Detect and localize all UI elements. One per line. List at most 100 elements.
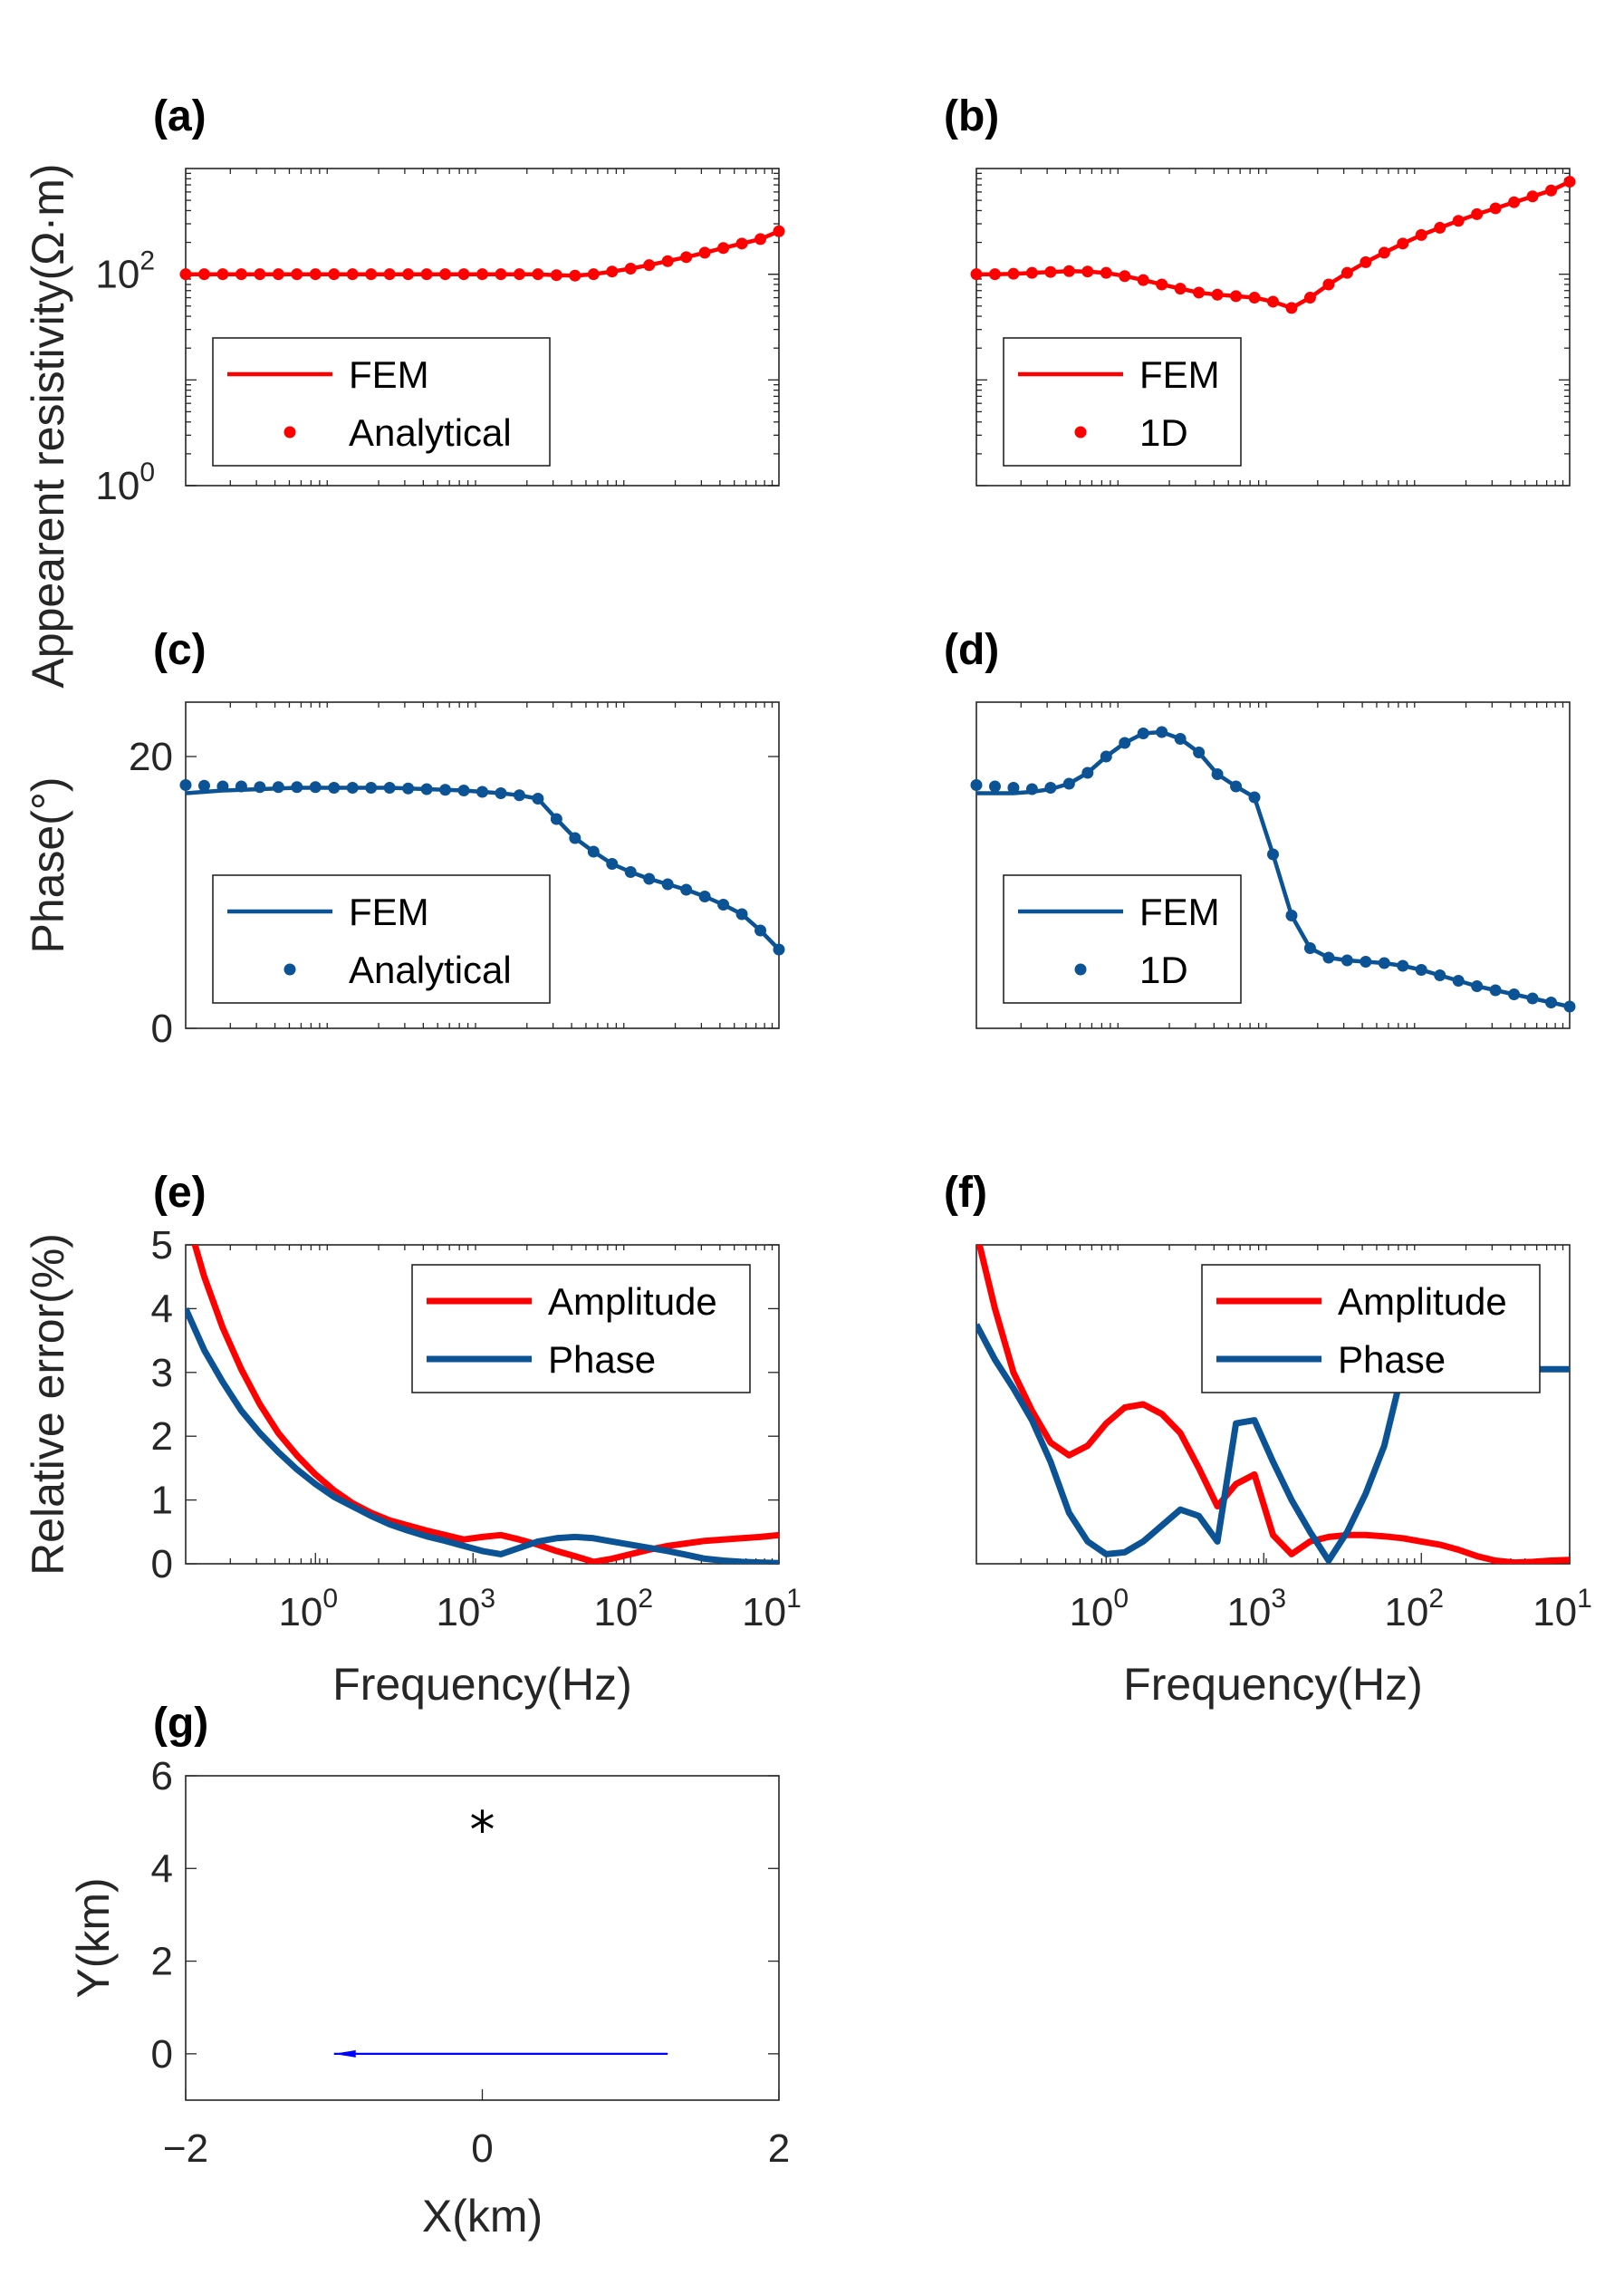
data-point (569, 269, 581, 282)
y-tick-label: 102 (95, 246, 155, 297)
data-point (1230, 780, 1243, 793)
data-point (1025, 783, 1038, 795)
x-minor-ticks (1020, 702, 1564, 1028)
data-point (1100, 750, 1112, 763)
data-point (1211, 768, 1224, 780)
data-point (1100, 266, 1112, 279)
legend-box (212, 337, 551, 467)
data-point (754, 233, 767, 246)
x-tick-label: 100 (278, 1584, 338, 1634)
data-point (532, 793, 544, 805)
x-tick-label: 100 (1069, 1584, 1129, 1634)
data-point (1434, 221, 1446, 234)
data-point (1341, 266, 1353, 279)
series-analytical (179, 779, 785, 956)
data-point (1230, 290, 1243, 303)
x-minor-ticks (229, 1245, 774, 1564)
series-1d (970, 726, 1576, 1013)
data-point (383, 782, 396, 794)
y-axis-label: Relative error(%) (23, 1233, 73, 1576)
axes-frame (185, 168, 780, 487)
data-point (1267, 295, 1279, 308)
data-point (1526, 190, 1539, 203)
legend-entry: Amplitude (548, 1280, 717, 1323)
panel-label: (d) (944, 626, 999, 674)
panel-b: (b) FEM 1D (944, 92, 1576, 487)
data-point (309, 268, 322, 281)
series-analytical (179, 225, 785, 282)
data-point (717, 242, 730, 255)
data-point (235, 268, 247, 281)
data-point (988, 268, 1001, 281)
data-point (1489, 202, 1502, 215)
axes-frame (185, 1244, 780, 1565)
data-point (402, 268, 415, 281)
panel-a: 100 102 (a) Appearent resistivity(Ω·m) FEM An… (23, 92, 785, 689)
data-point (1378, 957, 1390, 969)
panel-label: (e) (153, 1169, 207, 1217)
data-point (291, 781, 303, 794)
legend-entry: Analytical (349, 949, 512, 991)
data-point (216, 268, 229, 281)
data-point (420, 783, 433, 795)
data-point (1545, 184, 1558, 197)
data-point (457, 785, 470, 796)
legend-box (1003, 337, 1242, 467)
data-point (1452, 975, 1465, 987)
data-point (606, 265, 619, 278)
axes-frame (975, 701, 1571, 1029)
y-tick-label: 4 (151, 1846, 173, 1891)
data-point (439, 784, 452, 796)
data-point (1193, 286, 1206, 299)
data-point (291, 268, 303, 281)
data-point (1267, 848, 1279, 861)
data-point (735, 908, 748, 921)
data-point (402, 782, 415, 795)
data-point (216, 780, 229, 793)
data-point (272, 268, 284, 281)
data-point (1081, 265, 1094, 278)
data-point (1397, 959, 1409, 972)
legend-marker (1074, 426, 1087, 439)
data-point (365, 782, 378, 794)
y-tick-label: 6 (151, 1754, 173, 1798)
series-line (186, 1306, 779, 1564)
data-point (661, 255, 674, 267)
legend-entry: Phase (1338, 1338, 1446, 1381)
data-point (328, 268, 341, 281)
data-point (1211, 288, 1224, 301)
data-point (680, 883, 693, 896)
series-fem (976, 179, 1570, 311)
y-tick-label: 1 (151, 1479, 173, 1523)
legend-marker (283, 426, 296, 439)
data-point (1062, 777, 1075, 790)
series-line (976, 1245, 1570, 1564)
legend: FEM Analytical (212, 874, 551, 1004)
data-point (1563, 176, 1576, 188)
data-point (346, 268, 359, 281)
x-tick-label: 102 (1384, 1584, 1444, 1634)
legend-entry: FEM (1139, 891, 1220, 933)
series-amplitude (976, 1245, 1570, 1564)
y-tick-label: 2 (151, 1940, 173, 1984)
data-point (476, 786, 488, 798)
data-point (383, 268, 396, 281)
x-tick-label: 101 (742, 1584, 802, 1634)
panel-e: 0 1 2 3 4 5 100 103 102 101 (e) Relative error(%) Fr… (23, 1169, 802, 1710)
data-point (1285, 910, 1298, 921)
x-minor-ticks (1020, 169, 1564, 486)
data-point (1025, 266, 1038, 279)
panel-label: (f) (944, 1169, 987, 1217)
y-tick-label: 2 (151, 1414, 173, 1459)
legend-entry: FEM (1139, 353, 1220, 396)
data-point (773, 943, 785, 956)
y-tick-label: 20 (129, 735, 173, 779)
legend: FEM 1D (1003, 337, 1242, 467)
data-point (1545, 997, 1558, 1008)
data-point (272, 781, 284, 794)
data-point (328, 782, 341, 794)
data-point (1397, 237, 1409, 250)
data-point (1303, 942, 1316, 954)
data-point (698, 246, 711, 259)
